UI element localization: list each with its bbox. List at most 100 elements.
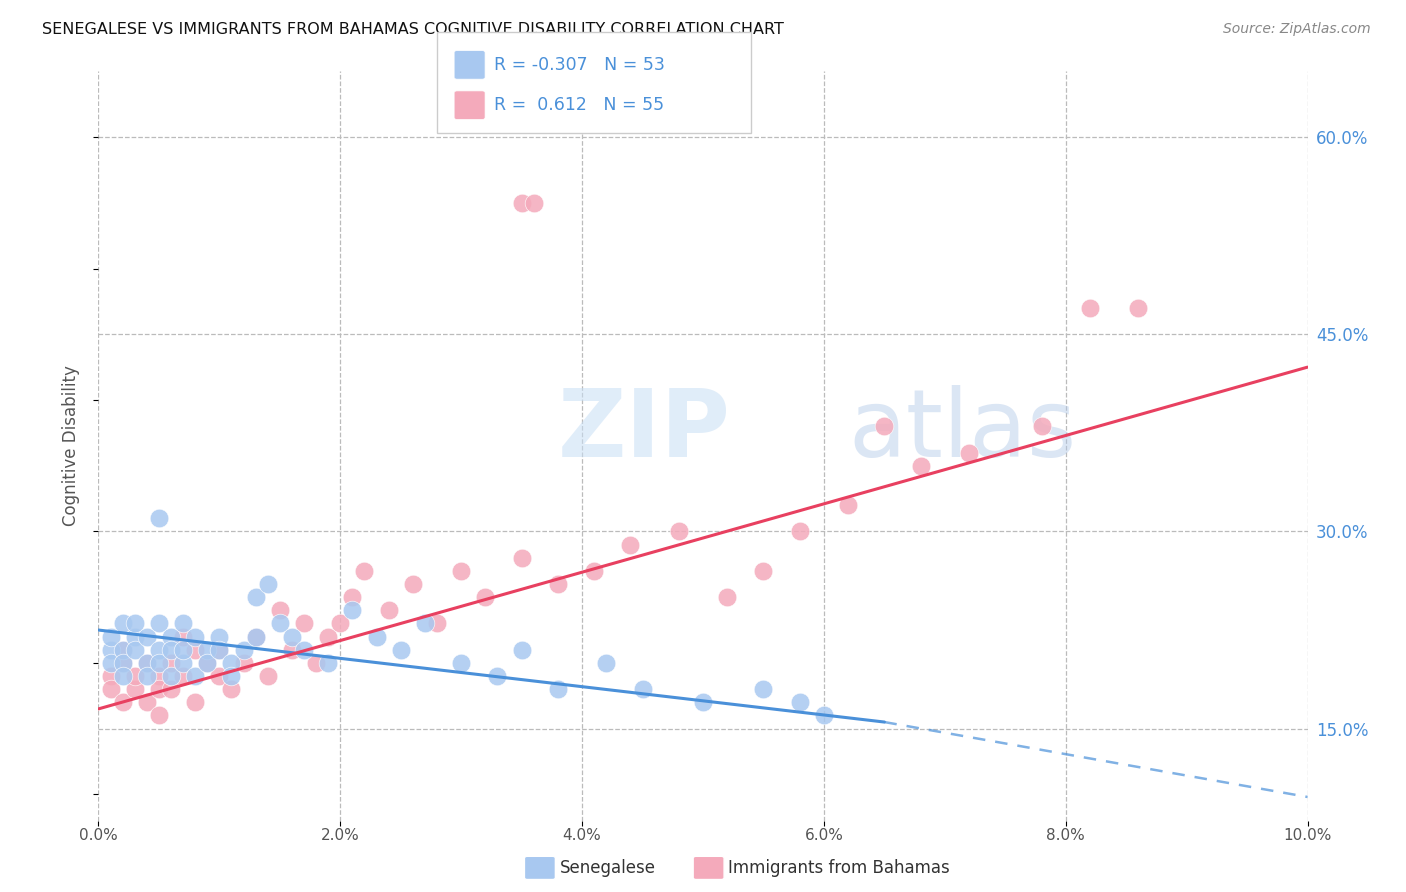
- Point: [111, 669, 134, 683]
- Point: [486, 669, 509, 683]
- Point: [111, 616, 134, 631]
- Point: [221, 669, 243, 683]
- Point: [1078, 301, 1101, 315]
- Point: [148, 642, 170, 657]
- Point: [426, 616, 449, 631]
- Point: [135, 669, 157, 683]
- Point: [377, 603, 399, 617]
- Point: [256, 669, 278, 683]
- Point: [402, 577, 425, 591]
- Point: [135, 656, 157, 670]
- Point: [111, 642, 134, 657]
- Point: [148, 669, 170, 683]
- Point: [160, 642, 183, 657]
- Point: [100, 682, 122, 697]
- Point: [195, 656, 218, 670]
- Point: [124, 616, 146, 631]
- Point: [148, 656, 170, 670]
- Point: [184, 630, 207, 644]
- Point: [195, 642, 218, 657]
- Point: [316, 630, 339, 644]
- Point: [208, 630, 231, 644]
- Point: [221, 682, 243, 697]
- Point: [148, 682, 170, 697]
- Text: R =  0.612   N = 55: R = 0.612 N = 55: [494, 96, 664, 114]
- Point: [547, 682, 569, 697]
- Point: [716, 590, 738, 604]
- Point: [389, 642, 412, 657]
- Point: [450, 656, 472, 670]
- Point: [692, 695, 714, 709]
- Point: [631, 682, 654, 697]
- Point: [148, 511, 170, 525]
- Point: [547, 577, 569, 591]
- Point: [256, 577, 278, 591]
- Point: [583, 564, 606, 578]
- Text: atlas: atlas: [848, 385, 1077, 477]
- Point: [752, 564, 775, 578]
- Point: [910, 458, 932, 473]
- Point: [619, 538, 641, 552]
- Point: [523, 195, 546, 210]
- Point: [957, 445, 980, 459]
- Point: [353, 564, 375, 578]
- Point: [208, 669, 231, 683]
- Point: [281, 642, 304, 657]
- Point: [281, 630, 304, 644]
- Point: [111, 656, 134, 670]
- Text: SENEGALESE VS IMMIGRANTS FROM BAHAMAS COGNITIVE DISABILITY CORRELATION CHART: SENEGALESE VS IMMIGRANTS FROM BAHAMAS CO…: [42, 22, 785, 37]
- Point: [668, 524, 690, 539]
- Point: [305, 656, 328, 670]
- Point: [837, 498, 859, 512]
- Point: [413, 616, 436, 631]
- Point: [100, 656, 122, 670]
- Point: [1128, 301, 1150, 315]
- Point: [135, 695, 157, 709]
- Point: [873, 419, 896, 434]
- Point: [124, 642, 146, 657]
- Point: [100, 630, 122, 644]
- Point: [148, 708, 170, 723]
- Point: [329, 616, 352, 631]
- Point: [292, 642, 315, 657]
- Text: ZIP: ZIP: [558, 385, 731, 477]
- Point: [245, 590, 267, 604]
- Point: [595, 656, 617, 670]
- Point: [510, 195, 533, 210]
- Text: Immigrants from Bahamas: Immigrants from Bahamas: [728, 859, 950, 877]
- Point: [342, 590, 364, 604]
- Point: [232, 656, 254, 670]
- Point: [100, 669, 122, 683]
- Point: [208, 642, 231, 657]
- Point: [450, 564, 472, 578]
- Y-axis label: Cognitive Disability: Cognitive Disability: [62, 366, 80, 526]
- Point: [292, 616, 315, 631]
- Point: [135, 630, 157, 644]
- Text: R = -0.307   N = 53: R = -0.307 N = 53: [494, 56, 665, 74]
- Point: [269, 616, 291, 631]
- Point: [245, 630, 267, 644]
- Text: Source: ZipAtlas.com: Source: ZipAtlas.com: [1223, 22, 1371, 37]
- Point: [184, 642, 207, 657]
- Point: [269, 603, 291, 617]
- Point: [195, 656, 218, 670]
- Point: [184, 695, 207, 709]
- Point: [474, 590, 496, 604]
- Point: [510, 642, 533, 657]
- Point: [510, 550, 533, 565]
- Point: [221, 656, 243, 670]
- Point: [135, 656, 157, 670]
- Point: [172, 630, 194, 644]
- Point: [148, 616, 170, 631]
- Point: [789, 695, 811, 709]
- Point: [208, 642, 231, 657]
- Point: [160, 682, 183, 697]
- Point: [160, 669, 183, 683]
- Point: [316, 656, 339, 670]
- Point: [124, 669, 146, 683]
- Point: [124, 682, 146, 697]
- Point: [245, 630, 267, 644]
- Point: [813, 708, 835, 723]
- Point: [160, 630, 183, 644]
- Point: [752, 682, 775, 697]
